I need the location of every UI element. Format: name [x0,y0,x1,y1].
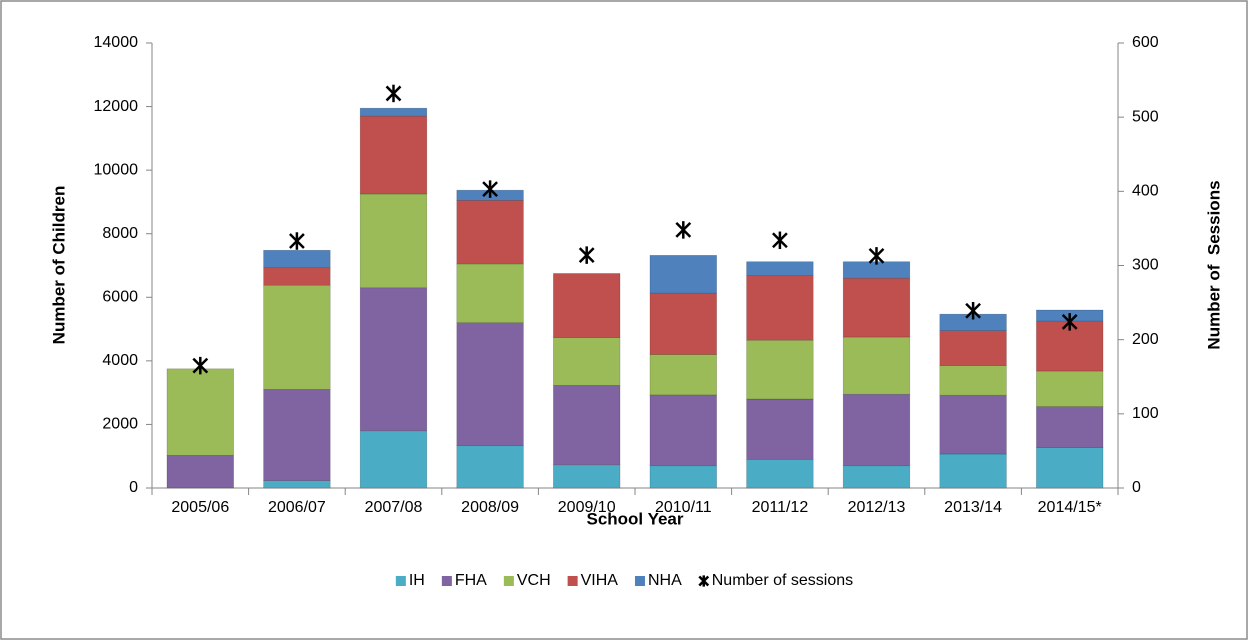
bar-segment [359,430,428,489]
bar-segment [456,263,524,324]
bar-segment [553,337,621,386]
bar-segment [553,464,621,489]
bar-segment [649,394,717,467]
bar-segment [263,249,331,269]
session-marker [772,231,788,250]
y2-tick-label: 200 [1132,331,1159,348]
bar-segment [746,459,814,489]
session-marker [482,180,498,198]
x-axis-title: School Year [586,509,683,528]
legend-label: FHA [455,572,487,589]
bar-segment [746,275,814,341]
x-tick-label: 2007/08 [365,499,423,516]
legend-swatch [441,576,452,586]
x-tick-label: 2011/12 [752,499,809,516]
legend-swatch [503,576,514,586]
bar-segment [1036,370,1104,407]
bar-segment [842,393,911,467]
x-tick-label: 2005/06 [171,499,229,516]
session-marker [385,84,402,103]
bar-segment [842,465,911,489]
y-tick-label: 4000 [102,352,138,369]
bar-segment [456,200,524,265]
session-marker [965,301,981,320]
bar-segment [842,336,911,395]
x-tick-label: 2014/15* [1038,499,1102,516]
bar-segment [746,398,814,460]
y-tick-label: 2000 [102,416,138,433]
bar-segment [649,292,717,355]
bar-segment [1036,447,1104,489]
bar-segment [1036,406,1104,448]
y-tick-label: 12000 [94,98,139,115]
bar-segment [359,287,428,432]
bar-segment [456,445,524,489]
x-tick-label: 2013/14 [944,499,1002,516]
legend-swatch [395,576,406,586]
y2-axis-title: Number of Sessions [1204,180,1223,349]
bar-segment [553,273,621,338]
bar-segment [842,277,911,338]
bar-segment [649,255,717,294]
session-marker [1061,313,1078,331]
y-tick-label: 10000 [94,161,139,178]
bar-segment [649,465,717,489]
bar-segment [263,480,331,489]
session-marker [192,356,209,375]
x-tick-label: 2009/10 [558,499,616,516]
y2-tick-label: 400 [1132,183,1159,200]
session-marker [675,221,692,239]
session-marker [698,575,710,587]
bar-segment [359,193,428,289]
y2-tick-label: 600 [1132,34,1159,51]
y2-tick-label: 0 [1132,479,1141,496]
bar-segment [456,322,524,447]
session-marker [578,246,595,264]
legend-label: VCH [517,572,551,589]
bar-segment [746,339,814,400]
bar-segment [649,354,717,396]
bar-segment [746,261,814,276]
bar-segment [939,330,1007,366]
legend-swatch [634,576,645,586]
y-tick-label: 6000 [102,289,138,306]
y2-tick-label: 500 [1132,108,1159,125]
bar-segment [939,394,1007,455]
bar-segment [263,284,331,390]
session-marker [868,247,885,265]
bar-segment [166,368,234,456]
legend-label: IH [409,572,425,589]
bar-segment [553,385,621,466]
legend-label: Number of sessions [712,572,853,589]
session-marker [289,232,305,250]
legend-label: VIHA [581,572,619,589]
x-tick-label: 2008/09 [461,499,519,516]
legend-label: NHA [648,572,682,589]
bar-segment [359,107,428,117]
bar-segment [939,453,1007,489]
y-tick-label: 8000 [102,225,138,242]
y-tick-label: 14000 [94,34,139,51]
bar-segment [939,365,1007,396]
y2-tick-label: 300 [1132,257,1159,274]
bar-segment [263,267,331,286]
x-tick-label: 2012/13 [848,499,906,516]
y2-tick-label: 100 [1132,405,1159,422]
y-axis-title: Number of Children [49,186,68,345]
legend-swatch [567,576,578,586]
bar-segment [263,389,331,481]
bar-segment [359,115,428,195]
y-tick-label: 0 [129,479,138,496]
x-tick-label: 2006/07 [268,499,326,516]
x-tick-label: 2010/11 [655,499,712,516]
bar-segment [166,454,234,489]
